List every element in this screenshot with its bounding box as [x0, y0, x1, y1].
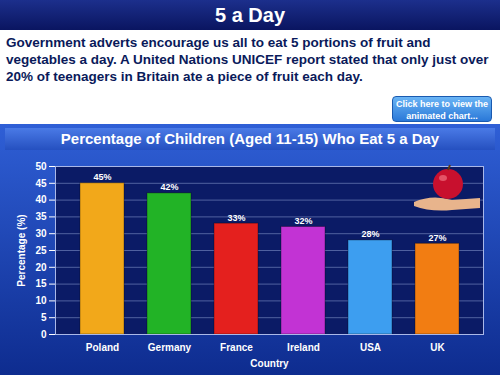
- html-text:5 a Day: 5 a Day: [215, 4, 285, 26]
- svg-text:15: 15: [35, 278, 47, 289]
- svg-text:45%: 45%: [93, 172, 111, 182]
- svg-text:40: 40: [35, 194, 47, 205]
- svg-text:28%: 28%: [361, 229, 379, 239]
- svg-text:33%: 33%: [227, 213, 245, 223]
- svg-text:10: 10: [35, 295, 47, 306]
- svg-text:USA: USA: [360, 342, 381, 353]
- svg-text:Poland: Poland: [86, 342, 119, 353]
- html-text:Government adverts encourage u: Government adverts encourage us all to e…: [6, 35, 489, 84]
- svg-text:30: 30: [35, 228, 47, 239]
- html-text:Percentage of Children (Aged 1: Percentage of Children (Aged 11-15) Who …: [60, 130, 440, 147]
- svg-text:35: 35: [35, 211, 47, 222]
- svg-text:Germany: Germany: [148, 342, 192, 353]
- svg-text:20: 20: [35, 262, 47, 273]
- svg-text:50: 50: [35, 161, 47, 172]
- svg-text:32%: 32%: [294, 216, 312, 226]
- svg-text:UK: UK: [430, 342, 445, 353]
- svg-text:5: 5: [41, 312, 47, 323]
- svg-text:Ireland: Ireland: [287, 342, 320, 353]
- svg-text:0: 0: [41, 329, 47, 340]
- svg-text:Country: Country: [250, 358, 289, 369]
- svg-text:25: 25: [35, 245, 47, 256]
- svg-text:42%: 42%: [160, 182, 178, 192]
- html-text:Click here to view the animate: Click here to view the animated chart...: [396, 99, 488, 121]
- svg-text:45: 45: [35, 178, 47, 189]
- svg-text:Percentage (%): Percentage (%): [16, 214, 27, 286]
- svg-text:France: France: [220, 342, 253, 353]
- svg-text:27%: 27%: [428, 233, 446, 243]
